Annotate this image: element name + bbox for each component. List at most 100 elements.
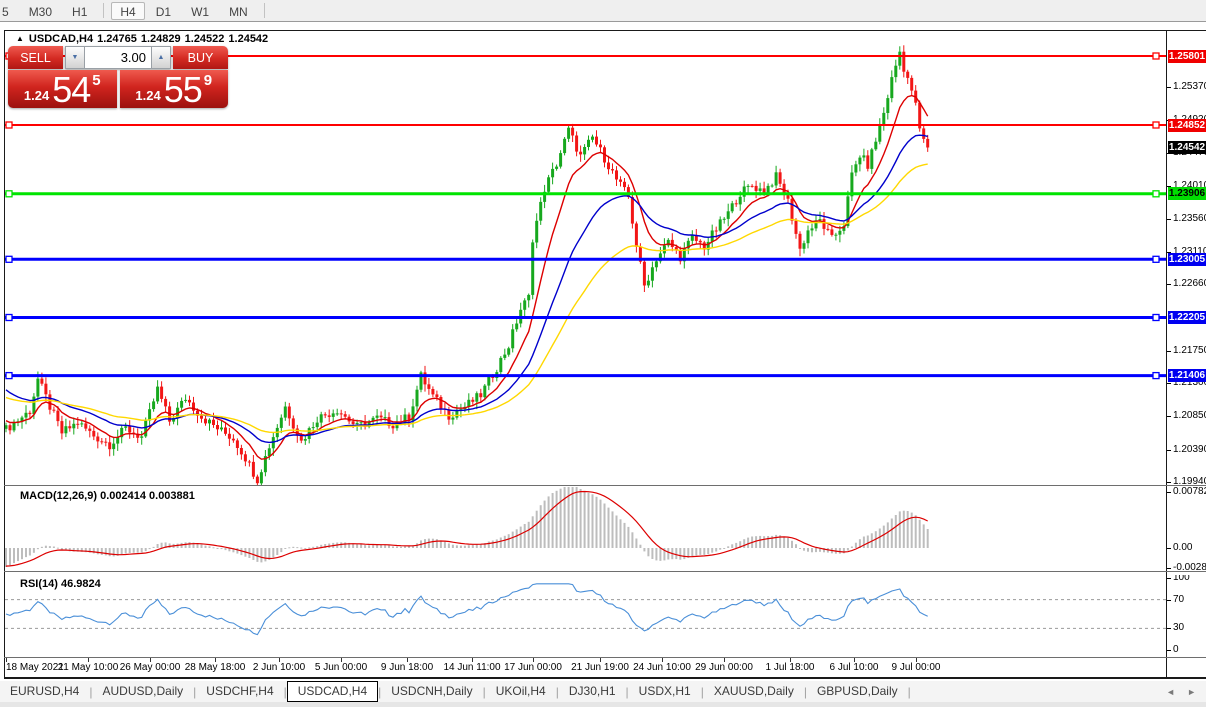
status-strip xyxy=(0,702,1206,707)
date-tick xyxy=(600,658,601,662)
timeframe-button-W1[interactable]: W1 xyxy=(191,4,210,19)
date-axis[interactable]: 18 May 2021 21 May 10:00 26 May 00:00 28 Ma… xyxy=(5,658,1166,677)
tab-next-icon[interactable]: ► xyxy=(1187,686,1196,697)
buy-price-panel[interactable]: 1.24 55 9 xyxy=(119,70,228,108)
tab-divider: | xyxy=(283,684,287,699)
axis-tick xyxy=(1167,578,1171,579)
line-handle[interactable] xyxy=(1152,121,1160,129)
chart-tab-EURUSD-H4[interactable]: EURUSD,H4 xyxy=(10,684,80,698)
date-label: 9 Jun 18:00 xyxy=(380,662,434,673)
line-handle[interactable] xyxy=(1152,313,1160,322)
ohlc-close: 1.24542 xyxy=(228,33,269,45)
panel-separator xyxy=(4,571,1206,572)
moving-average xyxy=(5,163,928,434)
date-label: 2 Jun 10:00 xyxy=(252,662,306,673)
sell-price-big: 54 xyxy=(52,69,91,110)
axis-tick xyxy=(1167,87,1171,88)
axis-tick xyxy=(1167,450,1171,451)
timeframe-button-MN[interactable]: MN xyxy=(229,4,248,19)
line-handle[interactable] xyxy=(5,190,13,198)
axis-tick xyxy=(1167,492,1171,493)
price-tick-label: 1.25370 xyxy=(1173,81,1206,92)
axis-tick xyxy=(1167,548,1171,549)
date-tick xyxy=(854,658,855,662)
macd-signal-line xyxy=(5,490,928,567)
timeframe-button-D1[interactable]: D1 xyxy=(155,4,172,19)
axis-tick xyxy=(1167,650,1171,651)
rsi-tick-label: 0 xyxy=(1173,644,1179,655)
price-tick-label: 1.22660 xyxy=(1173,278,1206,289)
volume-decrease-button[interactable]: ▼ xyxy=(65,46,85,69)
date-tick xyxy=(472,658,473,662)
price-tick-label: 1.21750 xyxy=(1173,345,1206,356)
chart-tab-DJ30-H1[interactable]: DJ30,H1 xyxy=(568,684,616,698)
chart-tab-AUDUSD-Daily[interactable]: AUDUSD,Daily xyxy=(102,684,184,698)
chart-tab-UKOil-H4[interactable]: UKOil,H4 xyxy=(495,684,546,698)
timeframe-button-H1[interactable]: H1 xyxy=(72,4,88,19)
toolbar-separator xyxy=(263,3,265,18)
toolbar-separator xyxy=(103,3,105,18)
axis-tick xyxy=(1167,284,1171,285)
price-tick-label: 1.23110 xyxy=(1173,246,1206,257)
timeframe-button-5[interactable]: 5 xyxy=(2,4,9,19)
panel-separator xyxy=(4,657,1206,658)
chart-symbol: USDCAD,H4 xyxy=(28,33,94,45)
line-handle[interactable] xyxy=(1152,255,1160,263)
price-tick-label: 1.21300 xyxy=(1173,377,1206,388)
tab-divider: | xyxy=(89,684,93,699)
axis-divider xyxy=(1166,30,1167,677)
volume-increase-button[interactable]: ▲ xyxy=(151,46,171,69)
line-handle[interactable] xyxy=(5,371,13,380)
tab-prev-icon[interactable]: ◄ xyxy=(1166,686,1176,697)
date-tick xyxy=(790,658,791,662)
one-click-trade-widget: SELL ▼ ▲ BUY 1.24 54 5 1.24 55 9 xyxy=(8,46,228,108)
chart-tab-GBPUSD-Daily[interactable]: GBPUSD,Daily xyxy=(816,684,898,698)
timeframe-button-H4[interactable]: H4 xyxy=(111,1,145,20)
line-handle[interactable] xyxy=(5,255,13,263)
sell-price-panel[interactable]: 1.24 54 5 xyxy=(8,70,117,108)
macd-axis[interactable]: 0.00782 0.00 -0.00285 xyxy=(1167,487,1206,571)
tab-divider: | xyxy=(700,684,704,699)
line-handle[interactable] xyxy=(5,313,13,322)
price-tick-label: 1.20390 xyxy=(1173,444,1206,455)
chart-tab-USDX-H1[interactable]: USDX,H1 xyxy=(638,684,691,698)
collapse-arrow-icon[interactable]: ▲ xyxy=(16,34,24,43)
price-tick-label: 1.23560 xyxy=(1173,213,1206,224)
chart-tab-XAUUSD-Daily[interactable]: XAUUSD,Daily xyxy=(713,684,794,698)
chart-tab-USDCNH-Daily[interactable]: USDCNH,Daily xyxy=(391,684,473,698)
ohlc-open: 1.24765 xyxy=(97,33,137,45)
buy-price-pip: 9 xyxy=(203,72,213,89)
date-tick xyxy=(533,658,534,662)
sell-price-pip: 5 xyxy=(92,72,101,89)
rsi-axis[interactable]: 100 70 30 0 xyxy=(1167,575,1206,657)
line-handle[interactable] xyxy=(1152,371,1160,380)
candlestick-chart[interactable] xyxy=(4,31,1166,490)
timeframe-toolbar: 5 M30 H1 H4 D1 W1 MN xyxy=(0,0,1206,22)
macd-chart[interactable] xyxy=(5,484,1166,571)
line-handle[interactable] xyxy=(5,121,13,129)
timeframe-button-M30[interactable]: M30 xyxy=(28,4,53,19)
line-handle[interactable] xyxy=(1152,190,1160,198)
chart-frame-left xyxy=(4,30,5,678)
macd-panel[interactable] xyxy=(5,484,1166,571)
spinner-up-icon: ▲ xyxy=(157,54,165,61)
rsi-panel[interactable] xyxy=(5,575,1166,657)
rsi-tick-label: 70 xyxy=(1173,594,1185,605)
date-tick xyxy=(341,658,342,662)
level-price-badge: 1.22205 xyxy=(1168,311,1206,324)
buy-button[interactable]: BUY xyxy=(173,46,228,69)
chart-tab-USDCAD-H4[interactable]: USDCAD,H4 xyxy=(286,681,379,702)
line-handle[interactable] xyxy=(1152,52,1160,60)
axis-tick xyxy=(1167,383,1171,384)
rsi-chart[interactable] xyxy=(5,575,1166,657)
main-price-panel[interactable] xyxy=(4,31,1166,490)
volume-input[interactable] xyxy=(85,46,151,69)
date-label: 6 Jul 10:00 xyxy=(829,662,879,673)
price-axis[interactable]: 1.253701.249201.244701.240101.235601.231… xyxy=(1167,31,1206,485)
chart-tab-USDCHF-H4[interactable]: USDCHF,H4 xyxy=(206,684,274,698)
price-tick-label: 1.24010 xyxy=(1173,180,1206,191)
date-tick xyxy=(407,658,408,662)
sell-button[interactable]: SELL xyxy=(8,46,63,69)
rsi-tick-label: 30 xyxy=(1173,622,1185,633)
moving-average xyxy=(5,134,928,444)
